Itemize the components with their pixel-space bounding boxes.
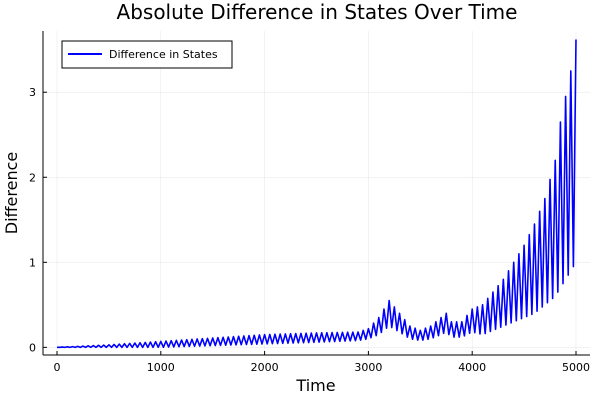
y-axis-label: Difference: [2, 152, 21, 234]
x-tick-label: 5000: [562, 361, 590, 374]
plot-area: [43, 31, 590, 355]
x-tick-label: 0: [54, 361, 61, 374]
y-tick-label: 3: [29, 86, 36, 99]
series-layer: [57, 39, 577, 349]
grid: [43, 31, 590, 355]
legend-label: Difference in States: [109, 48, 218, 61]
chart-title: Absolute Difference in States Over Time: [117, 0, 518, 24]
x-tick-label: 4000: [458, 361, 486, 374]
y-tick-label: 1: [29, 256, 36, 269]
x-tick-label: 2000: [251, 361, 279, 374]
x-axis-label: Time: [295, 376, 335, 395]
y-tick-label: 0: [29, 341, 36, 354]
axis-ticks: 0 1000 2000 3000 4000 5000 0 1 2 3: [29, 86, 590, 374]
series-line-difference-in-states: [57, 39, 577, 349]
legend: Difference in States: [61, 40, 233, 69]
x-tick-label: 1000: [147, 361, 175, 374]
y-tick-label: 2: [29, 171, 36, 184]
x-tick-label: 3000: [354, 361, 382, 374]
